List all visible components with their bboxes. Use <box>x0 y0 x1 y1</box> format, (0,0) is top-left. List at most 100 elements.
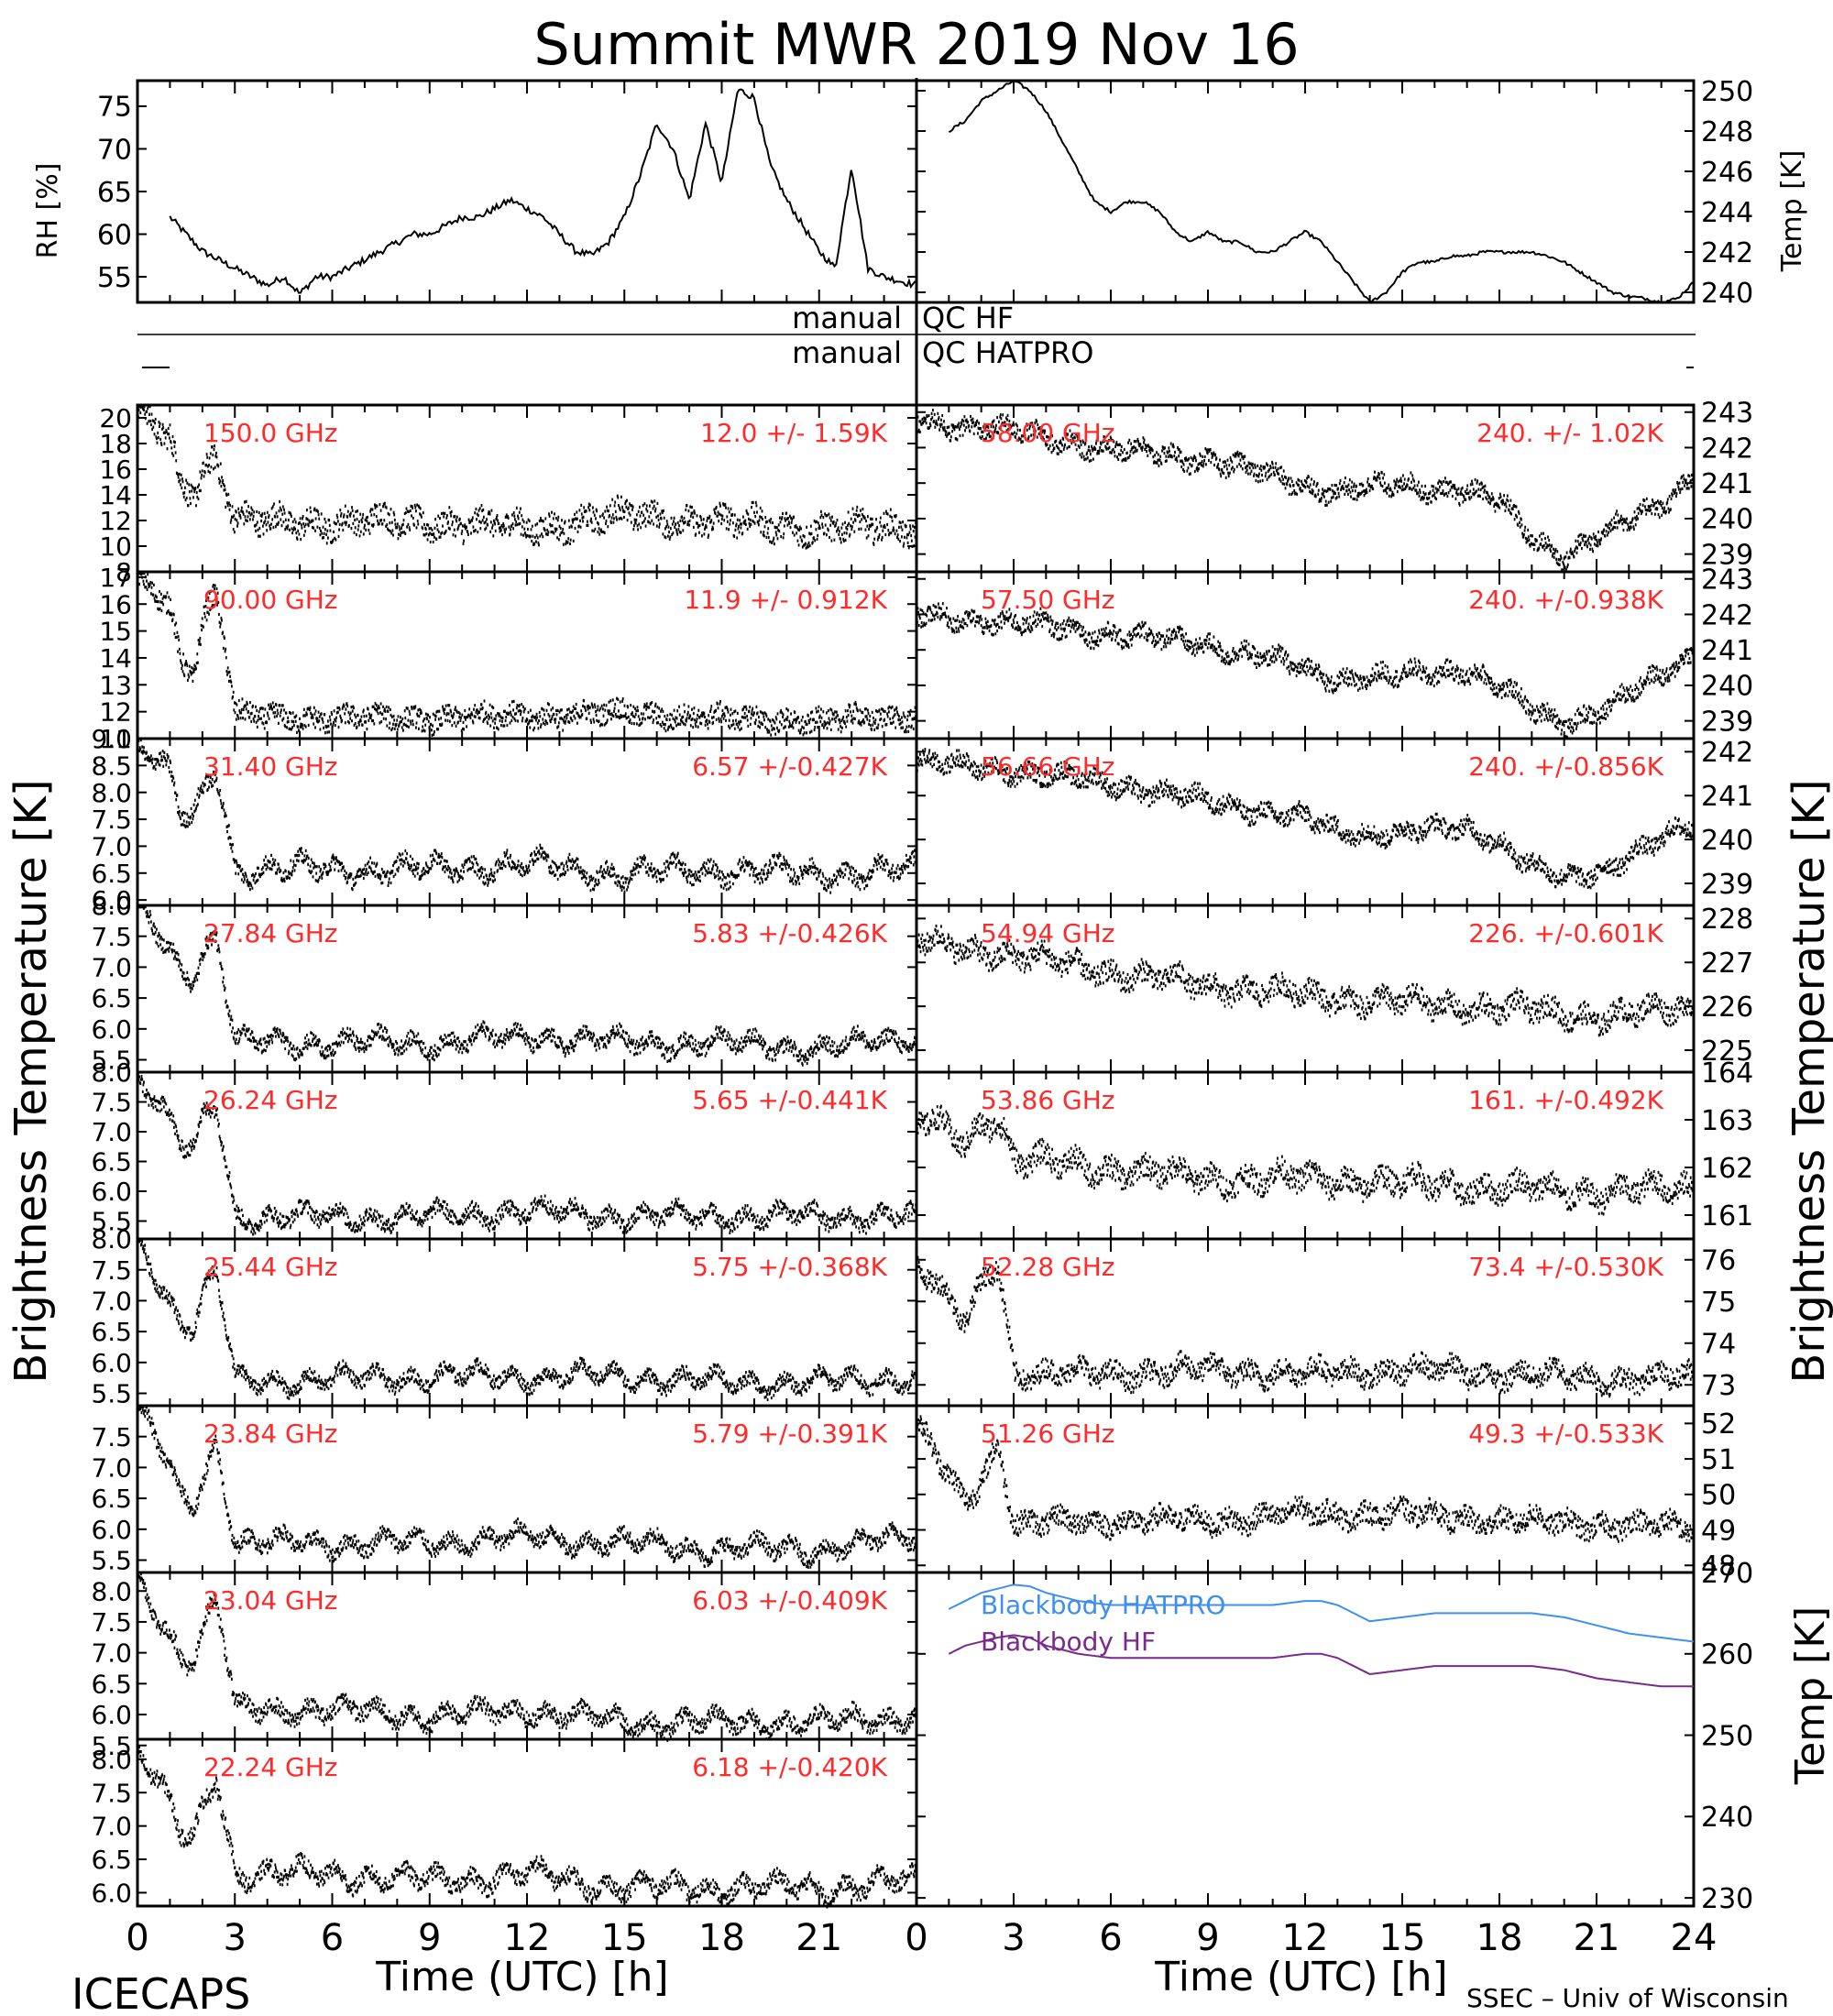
channel-c150-point <box>749 518 752 522</box>
channel-c90-point <box>555 713 558 717</box>
channel-c150-point <box>467 532 469 536</box>
channel-c150-point <box>840 541 842 544</box>
channel-c31-point <box>201 790 203 794</box>
channel-c31-point <box>893 876 895 880</box>
channel-c90-point <box>884 709 886 713</box>
channel-c150-point <box>720 517 723 521</box>
channel-c27-point <box>263 1048 265 1052</box>
channel-c31-point <box>273 861 275 865</box>
channel-c31-point <box>770 866 773 870</box>
channel-c27-point <box>293 1057 295 1061</box>
channel-c150-point <box>798 529 801 532</box>
channel-c31-point <box>330 860 333 864</box>
channel-c31-point <box>253 874 256 878</box>
channel-c90-point <box>191 671 193 674</box>
channel-c27-point <box>290 1041 292 1045</box>
channel-c150-point <box>658 522 661 526</box>
channel-c90-point <box>249 712 252 716</box>
channel-c31-point <box>808 865 810 869</box>
channel-c90-point <box>506 723 509 728</box>
channel-c150-point <box>228 501 230 505</box>
channel-c31-point <box>252 872 254 876</box>
channel-c90-point <box>660 709 662 713</box>
channel-c90-point <box>729 726 731 730</box>
channel-c150-point <box>546 532 549 536</box>
channel-c150-point <box>554 527 556 531</box>
channel-c150-point <box>808 543 811 548</box>
channel-c150-point <box>232 528 235 531</box>
channel-c150-point <box>721 514 724 518</box>
channel-c31-point <box>715 874 717 878</box>
channel-c90-point <box>216 591 219 595</box>
channel-c31-point <box>912 850 914 854</box>
channel-c90-point <box>621 699 623 703</box>
channel-c150-point <box>859 520 862 524</box>
channel-c150-point <box>717 514 719 518</box>
channel-c150-point <box>653 499 656 503</box>
channel-c27-point <box>157 945 159 948</box>
channel-c150-point <box>552 517 554 520</box>
channel-c31-point <box>154 767 157 771</box>
channel-c31-point <box>185 824 187 827</box>
channel-c31-point <box>170 761 171 764</box>
channel-c90-point <box>360 715 363 718</box>
channel-c31-point <box>500 861 503 866</box>
channel-c150-point <box>544 517 547 520</box>
channel-c90-point <box>333 721 335 725</box>
channel-panel-c150-ytick-label: 20 <box>99 403 132 433</box>
channel-c150-point <box>722 503 725 507</box>
channel-c150-point <box>746 511 748 515</box>
channel-c90-point <box>576 711 578 715</box>
channel-c90-point <box>271 701 274 705</box>
channel-c31-point <box>425 863 428 867</box>
channel-c150-point <box>761 509 763 513</box>
channel-c90-point <box>814 726 817 729</box>
channel-c90-point <box>382 705 384 708</box>
channel-c150-point <box>293 526 295 530</box>
channel-c90-point <box>418 715 421 718</box>
channel-c90-point <box>858 722 861 726</box>
channel-c31-point <box>195 805 198 808</box>
channel-c31-point <box>161 758 163 762</box>
channel-c90-point <box>623 714 625 718</box>
channel-c90-point <box>785 718 788 721</box>
channel-c150-point <box>539 534 542 538</box>
channel-c90-point <box>629 718 631 722</box>
channel-c31-point <box>772 854 774 858</box>
channel-c150-point <box>524 533 527 537</box>
channel-c90-point <box>268 703 269 707</box>
channel-c150-point <box>367 515 368 520</box>
channel-c150-point <box>572 539 575 542</box>
channel-c31-point <box>747 861 750 865</box>
channel-c150-point <box>247 519 248 522</box>
channel-c31-point <box>562 867 565 871</box>
channel-c90-point <box>465 718 466 721</box>
channel-c90-point <box>284 725 287 729</box>
channel-c90-point <box>314 726 316 729</box>
channel-c31-point <box>574 860 576 864</box>
channel-c150-point <box>719 504 721 508</box>
channel-c31-point <box>518 869 521 872</box>
channel-c31-point <box>635 863 638 867</box>
channel-panel-c27-ytick-label: 8.0 <box>91 891 132 921</box>
channel-c90-point <box>529 726 532 729</box>
channel-c31-point <box>434 849 435 852</box>
channel-c150-point <box>480 520 482 524</box>
channel-c150-point <box>438 535 441 539</box>
channel-c31-point <box>278 862 280 866</box>
channel-c150-point <box>855 513 857 517</box>
channel-c90-point <box>708 714 710 718</box>
channel-c150-point <box>647 520 650 524</box>
channel-c150-point <box>166 430 168 433</box>
channel-c90-point <box>865 707 867 711</box>
channel-c150-point <box>606 509 609 512</box>
channel-c90-point <box>489 724 492 728</box>
channel-c90-point <box>329 718 332 722</box>
channel-c150-point <box>814 539 817 542</box>
channel-c150-point <box>144 412 147 416</box>
channel-c27-point <box>315 1044 318 1047</box>
channel-c31-point <box>714 862 717 867</box>
channel-c90-point <box>556 726 558 729</box>
channel-c31-point <box>651 870 653 873</box>
channel-c150-point <box>434 535 435 539</box>
